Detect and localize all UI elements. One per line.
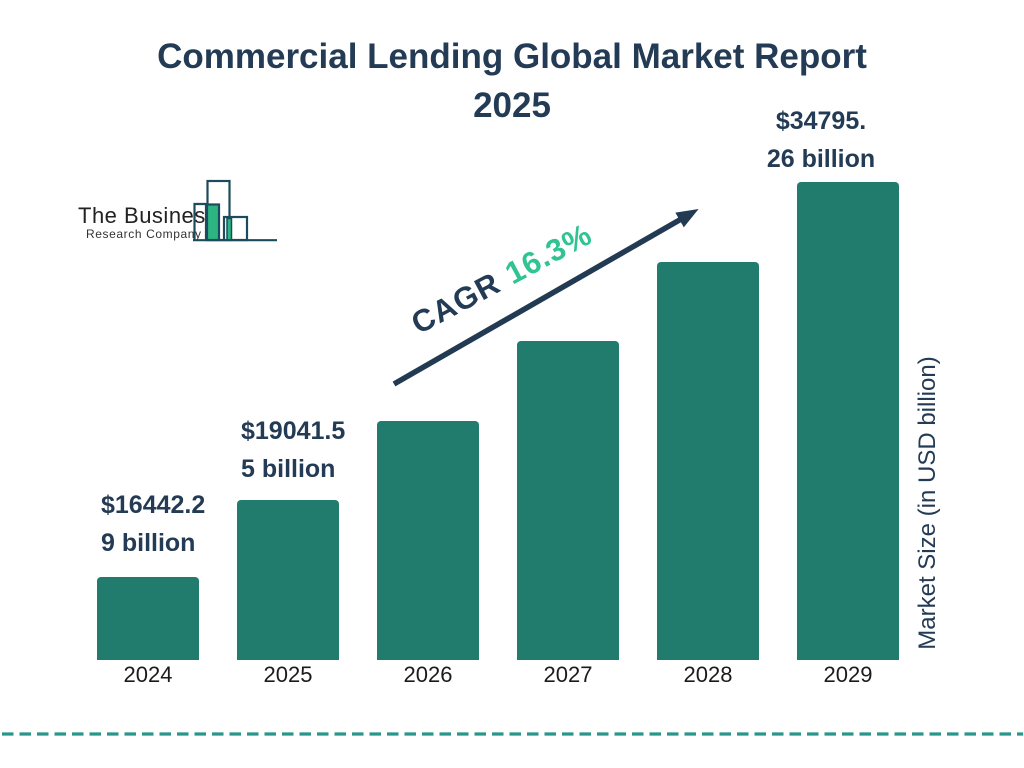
x-tick-2026: 2026 <box>403 662 453 687</box>
x-tick-2024: 2024 <box>123 662 173 687</box>
title-line-2: 2025 <box>473 86 551 125</box>
cagr-trend-arrow-icon <box>392 209 699 387</box>
company-logo: The Business Research Company <box>75 176 295 252</box>
y-axis-title: Market Size (in USD billion) <box>914 356 941 650</box>
x-tick-2028: 2028 <box>683 662 733 687</box>
logo-bar-chart-icon <box>193 179 277 242</box>
logo-subname: Research Company <box>86 227 202 241</box>
bottom-dashed-divider <box>2 732 1023 736</box>
bar-2027 <box>517 341 619 660</box>
x-tick-2027: 2027 <box>543 662 593 687</box>
value-label-2025-line2: 5 billion <box>241 454 336 483</box>
bar-2026 <box>377 421 479 660</box>
page-title: Commercial Lending Global Market Report … <box>0 32 1024 130</box>
value-label-2029-line1: $34795. <box>775 107 867 135</box>
bar-2024 <box>97 577 199 660</box>
bar-2029 <box>797 182 899 660</box>
x-tick-2029: 2029 <box>823 662 873 687</box>
value-label-2025: $19041.5 5 billion <box>241 413 345 488</box>
bar-2025 <box>237 500 339 660</box>
title-line-1: Commercial Lending Global Market Report <box>157 37 867 76</box>
value-label-2024: $16442.2 9 billion <box>101 487 205 562</box>
x-tick-2025: 2025 <box>263 662 313 687</box>
value-label-2029-line2: 26 billion <box>766 144 876 173</box>
value-label-2024-line2: 9 billion <box>101 528 196 557</box>
bar-2028 <box>657 262 759 660</box>
value-label-2024-line1: $16442.2 <box>101 491 206 519</box>
value-label-2029: $34795. 26 billion <box>758 103 884 178</box>
value-label-2025-line1: $19041.5 <box>241 417 346 445</box>
